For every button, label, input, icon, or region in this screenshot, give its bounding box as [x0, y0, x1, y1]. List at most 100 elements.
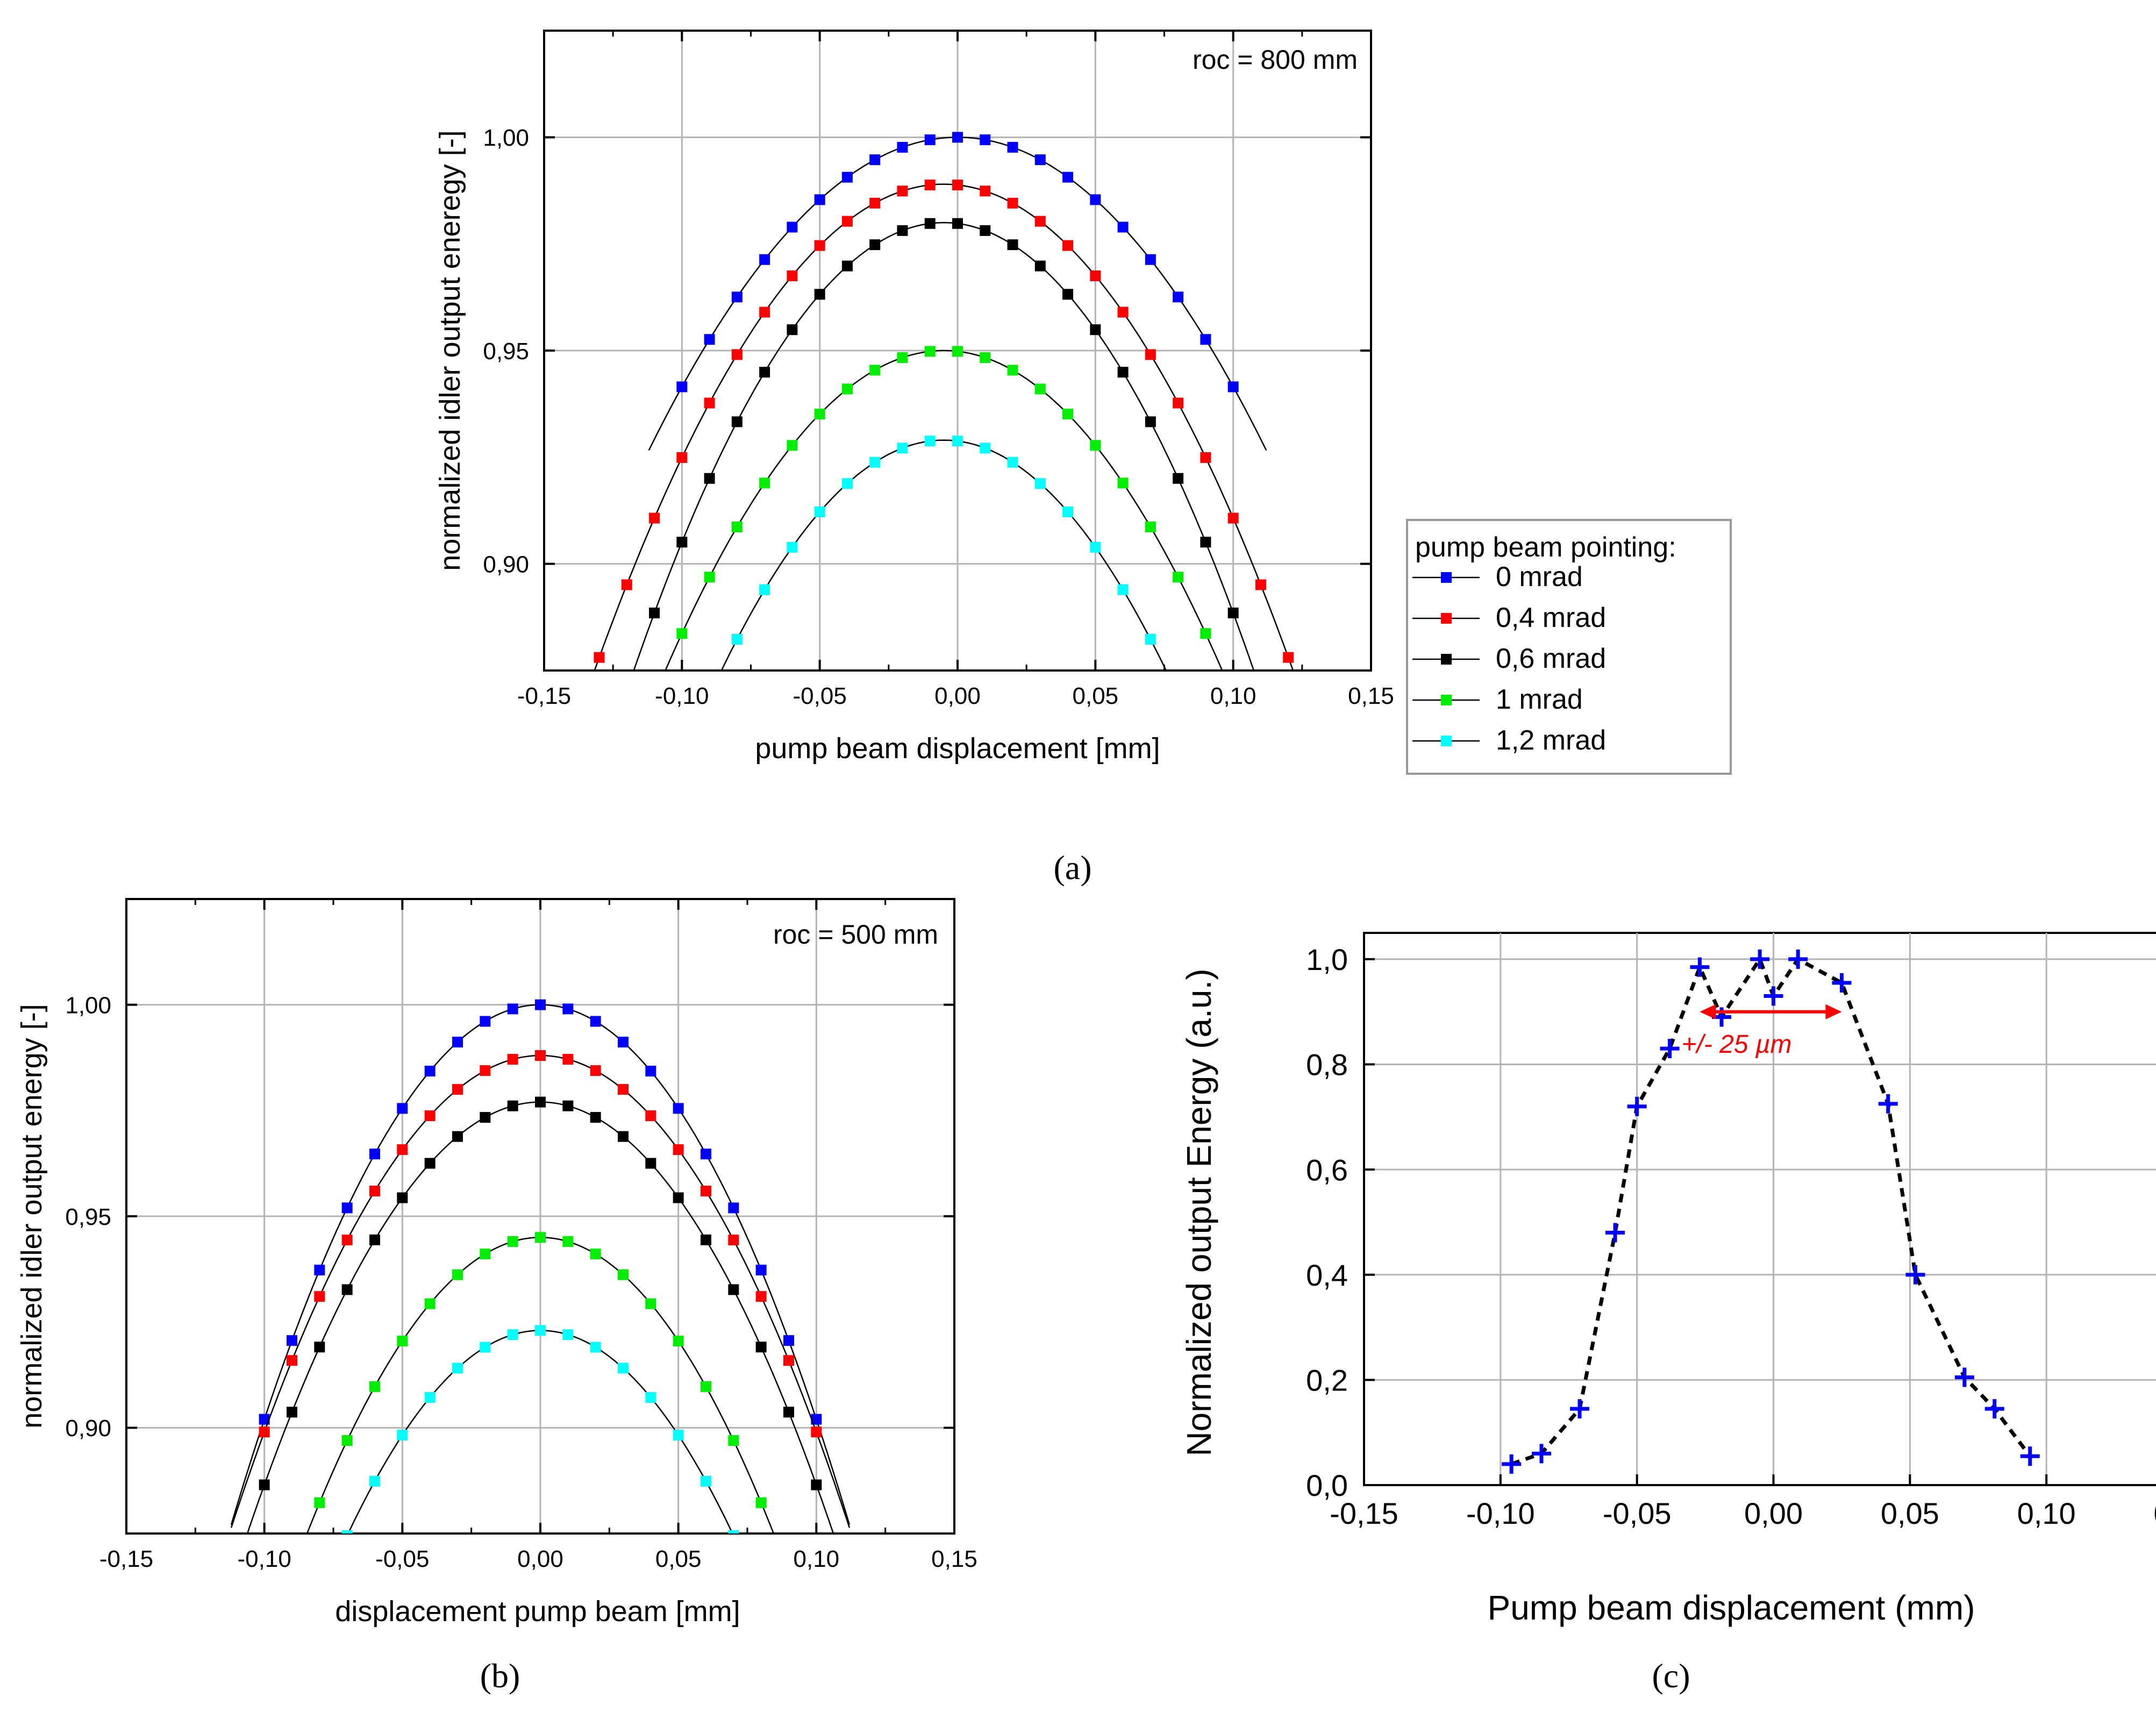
- panel-a-chart: -0,15 -0,10 -0,05 0,00 0,05 0,10 0,15 0,90 0,95…: [434, 30, 1732, 775]
- point-s2-m0p110: [649, 607, 660, 618]
- panel-b-y-axis-label: normalized idler output energy [-]: [16, 1004, 48, 1428]
- point-s1-0p030: [1034, 216, 1046, 227]
- point-0p025-0p955: [1832, 973, 1852, 993]
- point-s2-0p010: [980, 225, 991, 236]
- point-s3-m0p010: [507, 1236, 518, 1247]
- x-tick-label: 0,10: [1210, 683, 1257, 709]
- point-s3-0p080: [755, 1497, 767, 1508]
- x-tick-label: 0,05: [1881, 1496, 1939, 1530]
- point-s0-m0p010: [924, 134, 936, 145]
- point-s4-0p000: [535, 1325, 546, 1336]
- point-s1-m0p110: [649, 512, 660, 524]
- point-s1-0p070: [1145, 349, 1156, 360]
- panel-a-label: (a): [1053, 848, 1091, 887]
- y-tick-label: 0,8: [1306, 1048, 1348, 1082]
- point-s4-m0p060: [369, 1475, 380, 1487]
- x-tick-label: -0,10: [655, 683, 709, 709]
- point-s0-m0p060: [369, 1149, 380, 1160]
- point-s1-m0p070: [759, 306, 770, 318]
- point-m0p027-0p985: [1690, 957, 1710, 977]
- point-s3-0p030: [618, 1269, 629, 1280]
- point-s4-m0p070: [759, 584, 770, 595]
- panel-a-x-axis-label: pump beam displacement [mm]: [755, 732, 1160, 765]
- legend-marker: [1441, 695, 1452, 705]
- point-s2-m0p020: [480, 1112, 491, 1123]
- point-s2-0p000: [952, 218, 963, 229]
- point-s1-m0p080: [314, 1291, 325, 1302]
- point-s4-0p020: [1007, 457, 1018, 468]
- point-0p081-0p145: [1984, 1399, 2004, 1419]
- point-s2-0p070: [728, 1284, 739, 1295]
- point-s0-m0p080: [731, 291, 743, 303]
- panel-a-series: [594, 132, 1294, 671]
- point-s0-m0p030: [869, 154, 881, 166]
- point-s3-0p070: [728, 1435, 739, 1446]
- point-s1-0p000: [535, 1050, 546, 1061]
- x-tick-label: 0,00: [1744, 1496, 1803, 1530]
- x-tick-label: -0,05: [793, 683, 847, 709]
- panel-a-y-axis-label: normalized idler output eneregy [-]: [434, 130, 466, 570]
- legend-marker: [1441, 572, 1452, 583]
- point-s3-m0p040: [424, 1298, 436, 1309]
- point-s3-m0p060: [787, 440, 798, 451]
- panel-c-x-tick-labels: -0,15 -0,10 -0,05 0,00 0,05 0,10 0,15: [1330, 1496, 2156, 1530]
- panel-b-series: [230, 999, 851, 1533]
- point-s2-m0p050: [814, 289, 825, 300]
- point-s0-0p070: [728, 1202, 739, 1214]
- point-s3-m0p030: [452, 1269, 463, 1280]
- x-tick-label: 0,10: [2017, 1496, 2076, 1530]
- x-tick-label: -0,15: [99, 1546, 153, 1572]
- point-s2-0p000: [535, 1096, 546, 1108]
- point-s4-0p050: [1090, 541, 1101, 553]
- point-s1-m0p060: [369, 1186, 380, 1197]
- point-s1-m0p020: [480, 1065, 491, 1076]
- x-tick-label: 0,00: [934, 683, 981, 709]
- point-s2-m0p060: [369, 1234, 380, 1245]
- point-s2-0p050: [673, 1192, 684, 1203]
- point-s3-m0p040: [841, 383, 853, 395]
- legend-marker: [1441, 654, 1452, 665]
- point-s4-m0p060: [787, 541, 798, 553]
- x-tick-label: -0,15: [517, 683, 571, 709]
- x-tick-label: 0,05: [655, 1546, 702, 1572]
- point-s1-0p000: [952, 180, 963, 191]
- legend-entry-4: 1,2 mrad: [1412, 725, 1606, 756]
- point-s1-m0p010: [507, 1054, 518, 1065]
- point-s1-0p020: [590, 1065, 601, 1076]
- point-s2-0p100: [811, 1479, 822, 1490]
- panel-a-x-tick-labels: -0,15 -0,10 -0,05 0,00 0,05 0,10 0,15: [517, 683, 1394, 709]
- panel-c-ticks: [1363, 958, 2048, 1486]
- point-s1-0p070: [728, 1235, 739, 1246]
- panel-a-legend: pump beam pointing: 0 mrad 0,4 mrad 0,6 mr…: [1406, 519, 1732, 775]
- point-s0-m0p100: [259, 1414, 270, 1425]
- point-s2-m0p030: [869, 239, 881, 251]
- point-s0-0p030: [1034, 154, 1046, 166]
- point-0p052-0p400: [1905, 1265, 1925, 1285]
- point-m0p058-0p480: [1605, 1223, 1625, 1243]
- panel-a-title: roc = 800 mm: [1193, 45, 1358, 75]
- point-s1-0p110: [1255, 579, 1266, 590]
- point-s0-0p040: [1062, 172, 1074, 183]
- point-s2-0p030: [1034, 260, 1046, 272]
- point-s1-0p090: [783, 1355, 794, 1366]
- annotation-arrowhead-left: [1700, 1004, 1716, 1019]
- point-s1-0p010: [980, 186, 991, 197]
- point-s0-m0p050: [397, 1103, 408, 1114]
- annotation-label: +/- 25 µm: [1681, 1030, 1791, 1059]
- point-s2-0p100: [1227, 607, 1239, 618]
- point-s3-0p020: [590, 1249, 601, 1260]
- point-s3-0p020: [1007, 365, 1018, 376]
- point-s1-0p050: [673, 1144, 684, 1155]
- point-s1-m0p090: [704, 397, 715, 409]
- point-s2-0p090: [783, 1407, 794, 1418]
- point-s2-0p030: [618, 1131, 629, 1142]
- point-s0-m0p070: [759, 254, 770, 265]
- point-s4-0p070: [1145, 633, 1156, 645]
- x-tick-label: -0,05: [1603, 1496, 1672, 1530]
- x-tick-label: 0,15: [931, 1546, 977, 1572]
- series-clip-group: [1510, 955, 2032, 1466]
- point-s1-m0p020: [897, 186, 908, 197]
- point-s2-m0p010: [507, 1100, 518, 1111]
- point-s2-m0p070: [759, 367, 770, 378]
- legend-entries: 0 mrad 0,4 mrad 0,6 mrad 1 mrad 1,2 mrad: [1412, 561, 1606, 756]
